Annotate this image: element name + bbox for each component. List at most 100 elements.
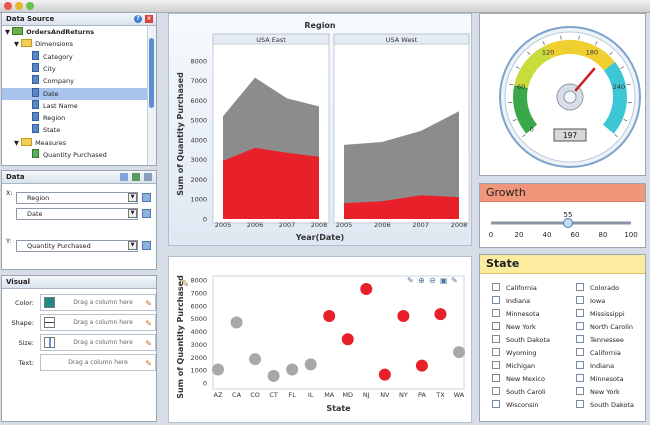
tree-item-quantity-purchased[interactable]: Quantity Purchased [2, 149, 148, 161]
checkbox[interactable] [576, 296, 584, 304]
tree-item-city[interactable]: City [2, 62, 148, 75]
x-field-date-dropdown-icon[interactable]: ▼ [128, 209, 137, 218]
scatter-point[interactable] [378, 368, 391, 381]
checkbox[interactable] [576, 348, 584, 356]
checkbox[interactable] [492, 335, 500, 343]
scatter-point[interactable] [360, 283, 373, 296]
edit-pencil-icon[interactable]: ✎ [145, 319, 152, 328]
edit-pencil-icon[interactable]: ✎ [145, 339, 152, 348]
scatter-point[interactable] [212, 363, 224, 376]
edit-pencil-icon[interactable]: ✎ [145, 359, 152, 368]
scatter-point[interactable] [267, 369, 280, 382]
zoom-in-icon[interactable]: ⊕ [418, 276, 425, 285]
tree-item-last-name[interactable]: Last Name [2, 99, 148, 112]
state-checkbox-item[interactable]: Iowa [576, 296, 605, 305]
state-checkbox-item[interactable]: North Carolin [576, 322, 633, 331]
visual-drop-size[interactable]: Drag a column here ✎ [40, 334, 156, 351]
zoom-out-icon[interactable]: ⊖ [429, 276, 436, 285]
checkbox[interactable] [492, 296, 500, 304]
state-checkbox-item[interactable]: Colorado [576, 283, 619, 292]
scatter-point[interactable] [304, 358, 317, 371]
state-checkbox-item[interactable]: Tennessee [576, 335, 624, 344]
scatter-point[interactable] [415, 359, 428, 372]
checkbox[interactable] [576, 309, 584, 317]
tree-folder-measures[interactable]: ▼ Measures [2, 137, 148, 149]
state-checkbox-item[interactable]: South Dakota [576, 400, 634, 409]
checkbox[interactable] [576, 374, 584, 382]
scatter-point[interactable] [230, 316, 243, 329]
pencil-icon[interactable]: ✎ [451, 276, 458, 285]
close-icon[interactable]: × [145, 15, 153, 23]
window-close-icon[interactable] [4, 2, 12, 10]
x-field-region-dropdown-icon[interactable]: ▼ [128, 193, 137, 202]
y-field-quantity[interactable]: Quantity Purchased [16, 240, 138, 252]
color-swatch-icon[interactable] [44, 297, 55, 308]
scatter-point[interactable] [341, 333, 354, 346]
checkbox[interactable] [492, 309, 500, 317]
checkbox[interactable] [492, 387, 500, 395]
state-checkbox-item[interactable]: Wyoming [492, 348, 537, 357]
state-checkbox-item[interactable]: Minnesota [492, 309, 540, 318]
checkbox[interactable] [576, 283, 584, 291]
window-minimize-icon[interactable] [15, 2, 23, 10]
checkbox[interactable] [576, 322, 584, 330]
state-checkbox-item[interactable]: California [492, 283, 537, 292]
tree-root-ordersandreturns[interactable]: ▼ OrdersAndReturns [2, 26, 148, 38]
checkbox[interactable] [576, 361, 584, 369]
copy-icon[interactable] [144, 173, 152, 181]
checkbox[interactable] [492, 348, 500, 356]
state-checkbox-item[interactable]: Michigan [492, 361, 535, 370]
checkbox[interactable] [492, 374, 500, 382]
state-checkbox-item[interactable]: Minnesota [576, 374, 624, 383]
tree-scrollbar-thumb[interactable] [149, 38, 154, 108]
image-icon[interactable]: ▣ [440, 276, 448, 285]
state-checkbox-item[interactable]: New York [576, 387, 620, 396]
state-checkbox-item[interactable]: South Caroli [492, 387, 546, 396]
state-checkbox-item[interactable]: South Dakota [492, 335, 550, 344]
window-maximize-icon[interactable] [26, 2, 34, 10]
expand-icon[interactable]: ▼ [5, 28, 10, 36]
state-checkbox-item[interactable]: Indiana [492, 296, 530, 305]
size-icon[interactable] [44, 337, 55, 348]
visual-drop-color[interactable]: Drag a column here ✎ [40, 294, 156, 311]
edit-pencil-icon[interactable]: ✎ [145, 299, 152, 308]
scatter-point[interactable] [286, 363, 299, 376]
scatter-point[interactable] [323, 310, 336, 323]
tree-scrollbar[interactable] [147, 26, 156, 165]
shape-icon[interactable] [44, 317, 55, 328]
checkbox[interactable] [492, 283, 500, 291]
table-icon[interactable] [132, 173, 140, 181]
tree-item-date[interactable]: Date [2, 87, 148, 100]
checkbox[interactable] [492, 322, 500, 330]
x-drop-zone[interactable] [16, 223, 138, 233]
visual-drop-shape[interactable]: Drag a column here ✎ [40, 314, 156, 331]
slider-thumb[interactable] [563, 218, 573, 228]
state-checkbox-item[interactable]: Indiana [576, 361, 614, 370]
chart-style-brush-icon[interactable]: ✎ [181, 279, 189, 290]
expand-icon[interactable]: ▼ [14, 138, 19, 147]
x-field-region-settings-icon[interactable] [142, 193, 151, 202]
help-icon[interactable]: ? [134, 15, 142, 23]
checkbox[interactable] [576, 400, 584, 408]
y-field-dropdown-icon[interactable]: ▼ [128, 241, 137, 250]
y-field-settings-icon[interactable] [142, 241, 151, 250]
tree-item-state[interactable]: State [2, 124, 148, 136]
scatter-point[interactable] [453, 346, 465, 359]
x-field-date[interactable]: Date [16, 208, 138, 220]
scatter-point[interactable] [434, 308, 447, 321]
checkbox[interactable] [492, 361, 500, 369]
tree-item-region[interactable]: Region [2, 112, 148, 124]
chart-type-icon[interactable] [120, 173, 128, 181]
scatter-point[interactable] [397, 310, 410, 323]
state-checkbox-item[interactable]: Mississippi [576, 309, 625, 318]
visual-drop-text[interactable]: Drag a column here ✎ [40, 354, 156, 371]
expand-icon[interactable]: ▼ [14, 40, 19, 49]
tree-folder-dimensions[interactable]: ▼ Dimensions [2, 38, 148, 50]
checkbox[interactable] [576, 387, 584, 395]
x-field-region[interactable]: Region [16, 192, 138, 204]
growth-slider[interactable]: 55 0 20 40 60 80 100 [480, 202, 645, 248]
x-field-date-settings-icon[interactable] [142, 209, 151, 218]
state-checkbox-item[interactable]: California [576, 348, 621, 357]
state-checkbox-item[interactable]: New Mexico [492, 374, 545, 383]
scatter-point[interactable] [249, 353, 262, 366]
